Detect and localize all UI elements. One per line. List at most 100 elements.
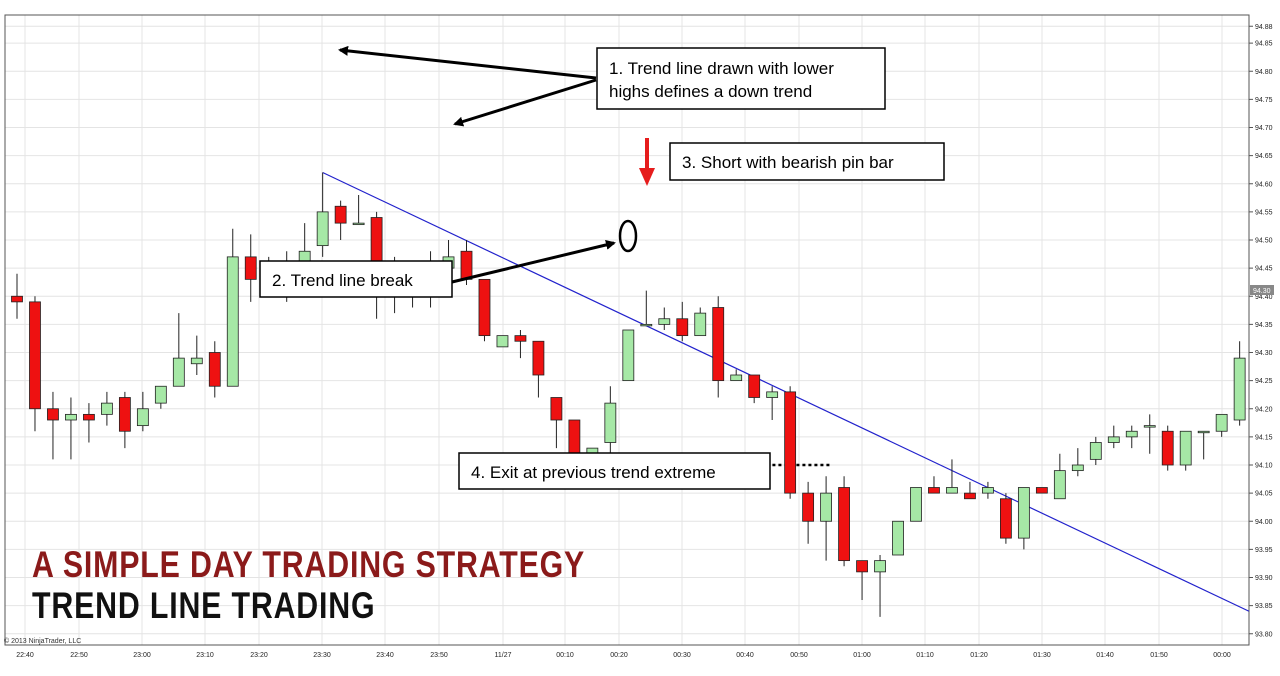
arrow-to-first-high xyxy=(338,45,597,80)
candle-body xyxy=(622,329,635,382)
y-tick-label: 94.20 xyxy=(1255,406,1273,413)
candle xyxy=(83,403,95,443)
candle-body xyxy=(676,318,689,337)
annotation-box xyxy=(458,452,771,490)
x-tick-label: 22:40 xyxy=(16,652,34,659)
x-tick-label: 00:40 xyxy=(736,652,754,659)
y-tick-label: 94.10 xyxy=(1255,463,1273,470)
candle xyxy=(784,386,797,499)
candle-body xyxy=(29,301,41,410)
candle-body xyxy=(910,487,922,522)
last-price-marker: 94.30 xyxy=(1250,285,1274,295)
candle xyxy=(874,555,886,617)
candle-body xyxy=(1000,498,1012,539)
annotation-2: 2. Trend line break xyxy=(259,260,453,298)
candle-body xyxy=(1017,487,1030,539)
candle-body xyxy=(1197,430,1210,434)
candle xyxy=(676,301,689,342)
candle-body xyxy=(316,211,329,247)
candle-body xyxy=(101,402,113,415)
candle-body xyxy=(748,374,761,398)
candle-body xyxy=(244,256,257,280)
candle xyxy=(118,391,131,449)
annotation-1: 1. Trend line drawn with lower highs def… xyxy=(596,47,886,110)
x-tick-label: 00:20 xyxy=(610,652,628,659)
candle xyxy=(838,476,850,567)
candle xyxy=(622,329,635,382)
x-tick-label: 00:50 xyxy=(790,652,808,659)
red-down-arrow-icon xyxy=(639,138,655,186)
annotation-text: 4. Exit at previous trend extreme xyxy=(471,463,716,482)
candle xyxy=(172,313,185,387)
candle-body xyxy=(730,374,743,382)
candle-body xyxy=(190,357,203,365)
candle-body xyxy=(1179,430,1192,466)
annotation-box xyxy=(259,260,453,298)
candle xyxy=(802,481,815,544)
y-tick-label: 94.00 xyxy=(1255,519,1273,526)
y-tick-label: 93.80 xyxy=(1255,631,1273,638)
plot-frame xyxy=(4,14,1250,646)
candle-body xyxy=(658,318,671,325)
x-tick-label: 22:50 xyxy=(70,652,88,659)
candle-body xyxy=(226,256,239,387)
x-tick-label: 23:40 xyxy=(376,652,394,659)
candle-body xyxy=(1125,430,1138,438)
y-tick-label: 94.75 xyxy=(1255,97,1273,104)
candle xyxy=(550,397,563,449)
candle xyxy=(316,172,329,257)
y-tick-label: 93.85 xyxy=(1255,603,1273,610)
candle xyxy=(928,476,940,494)
candle xyxy=(712,296,725,398)
candle xyxy=(190,335,203,375)
candle xyxy=(766,386,779,420)
annotation-text: 2. Trend line break xyxy=(272,271,413,290)
candle-body xyxy=(47,408,59,421)
candle-body xyxy=(604,402,617,443)
x-tick-label: 23:20 xyxy=(250,652,268,659)
candle-body xyxy=(1161,430,1174,466)
candle xyxy=(1000,493,1012,544)
x-tick-label: 01:00 xyxy=(853,652,871,659)
candle-body xyxy=(1143,425,1156,428)
y-tick-label: 94.25 xyxy=(1255,378,1273,385)
candle xyxy=(1107,425,1120,449)
y-tick-label: 94.85 xyxy=(1255,41,1273,48)
candle-body xyxy=(154,385,167,404)
candle xyxy=(226,228,239,387)
candle-body xyxy=(1089,442,1102,460)
candle xyxy=(352,195,365,226)
candle xyxy=(1089,436,1102,465)
y-tick-label: 94.35 xyxy=(1255,322,1273,329)
candle xyxy=(1053,453,1066,500)
candle-body xyxy=(856,560,868,573)
candle xyxy=(820,476,832,561)
candle-body xyxy=(118,397,131,432)
y-tick-label: 94.50 xyxy=(1255,238,1273,245)
candle-body xyxy=(1071,464,1084,472)
candle xyxy=(1017,487,1030,550)
candle xyxy=(1071,448,1084,477)
copyright-text: © 2013 NinjaTrader, LLC xyxy=(4,637,81,645)
break-highlight-circle xyxy=(618,219,638,253)
candle xyxy=(856,560,868,600)
candle-body xyxy=(766,391,779,398)
x-axis: 22:40 22:50 23:00 23:10 23:20 23:30 23:40 23:50… xyxy=(16,652,1231,659)
arrow-to-second-high xyxy=(453,78,597,127)
y-tick-label: 93.95 xyxy=(1255,547,1273,554)
x-tick-label: 23:10 xyxy=(196,652,214,659)
candle-body xyxy=(784,391,797,494)
candle xyxy=(244,234,257,302)
candle-body xyxy=(460,250,473,280)
candle xyxy=(748,374,761,404)
candle-body xyxy=(514,335,527,342)
x-tick-label: 01:40 xyxy=(1096,652,1114,659)
candle-body xyxy=(640,323,653,327)
candle xyxy=(29,296,41,432)
y-tick-label: 94.65 xyxy=(1255,153,1273,160)
annotation-3: 3. Short with bearish pin bar xyxy=(669,142,945,181)
candle xyxy=(1161,425,1174,471)
candle xyxy=(1197,430,1210,460)
candle xyxy=(496,335,509,348)
